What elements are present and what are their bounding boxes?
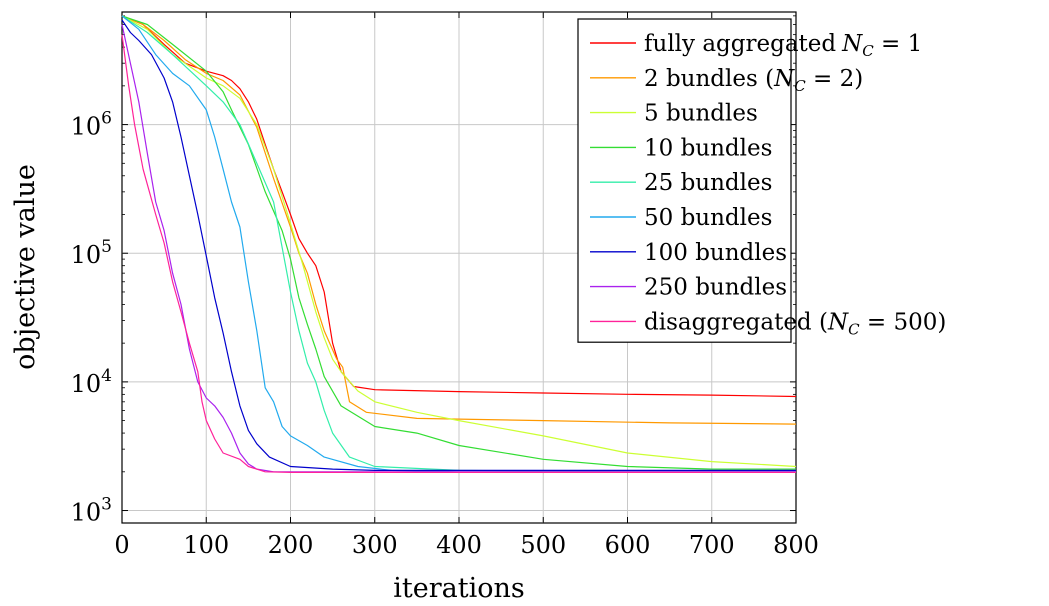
x-axis-title: iterations bbox=[393, 573, 524, 604]
x-tick-label: 700 bbox=[689, 531, 735, 559]
series-line-4 bbox=[121, 15, 796, 470]
legend-label: 10 bundles bbox=[644, 135, 772, 161]
series-line-2 bbox=[121, 15, 797, 425]
legend-box bbox=[577, 18, 792, 343]
legend-label: 250 bundles bbox=[644, 275, 787, 301]
y-tick-label: 106 bbox=[71, 109, 112, 141]
x-tick-label: 300 bbox=[352, 531, 398, 559]
legend-label: 50 bundles bbox=[644, 205, 772, 231]
legend-label: 25 bundles bbox=[644, 170, 772, 196]
x-tick-label: 0 bbox=[114, 531, 129, 559]
series-line-5 bbox=[121, 15, 796, 473]
series-lines bbox=[121, 15, 797, 473]
axis-ticks: 0 100 200 300 400 500 600 700 800 103 104 105 106 bbox=[71, 12, 819, 559]
series-line-6 bbox=[121, 15, 796, 473]
y-axis-title: objective value bbox=[10, 164, 41, 370]
legend-label: fully aggregated NC = 1 bbox=[644, 31, 922, 60]
y-tick-label: 104 bbox=[71, 366, 112, 398]
series-line-8 bbox=[121, 24, 796, 473]
y-tick-label: 103 bbox=[71, 495, 112, 527]
legend-label: 100 bundles bbox=[644, 240, 787, 266]
x-tick-label: 200 bbox=[268, 531, 314, 559]
series-line-9 bbox=[121, 34, 796, 473]
legend-label: disaggregated (NC = 500) bbox=[644, 309, 946, 338]
x-tick-label: 100 bbox=[183, 531, 229, 559]
x-tick-label: 600 bbox=[605, 531, 651, 559]
legend: fully aggregated NC = 1 2 bundles (NC = 2)… bbox=[577, 18, 946, 343]
legend-label: 5 bundles bbox=[644, 101, 758, 127]
legend-label: 2 bundles (NC = 2) bbox=[644, 66, 863, 95]
y-tick-label: 105 bbox=[71, 237, 112, 269]
x-tick-label: 400 bbox=[436, 531, 482, 559]
x-tick-label: 800 bbox=[773, 531, 819, 559]
series-line-1 bbox=[121, 15, 797, 398]
series-line-7 bbox=[121, 19, 796, 471]
x-tick-label: 500 bbox=[520, 531, 566, 559]
